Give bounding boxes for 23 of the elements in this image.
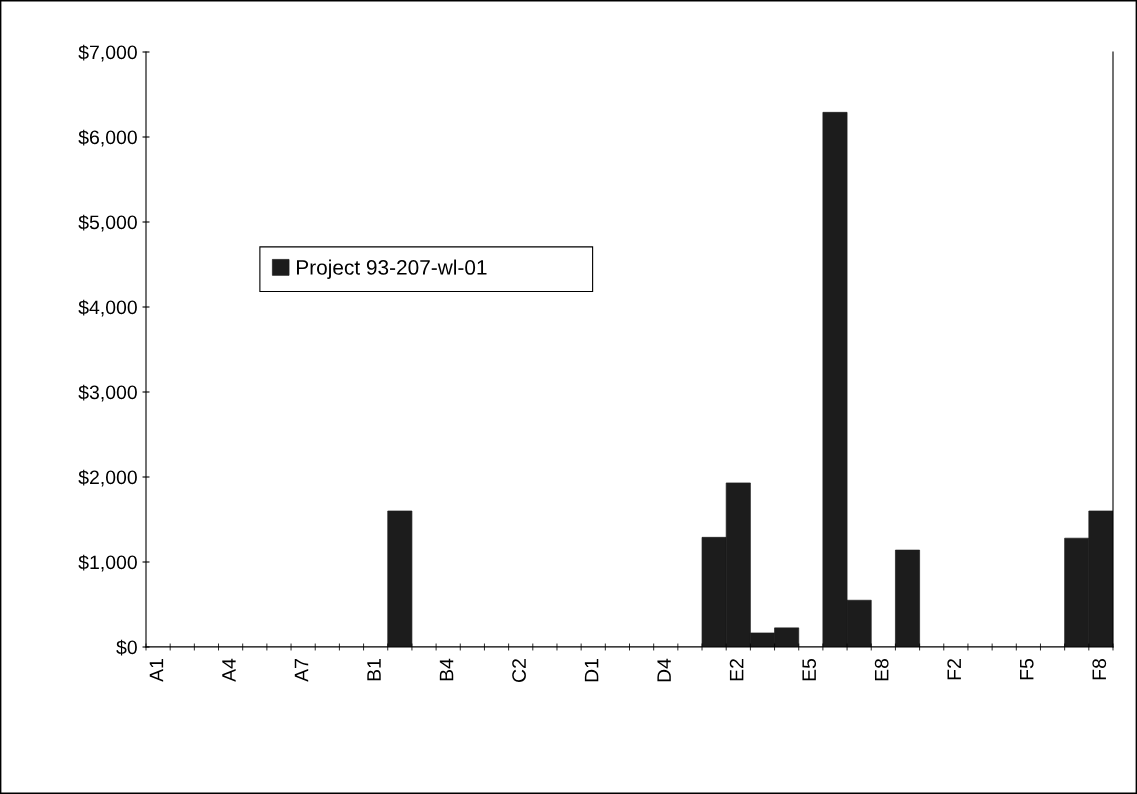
y-tick-label: $4,000 xyxy=(78,299,137,317)
x-tick-label: F5 xyxy=(1020,658,1034,680)
x-tick-label: B1 xyxy=(367,659,381,681)
y-tick-label: $1,000 xyxy=(78,554,137,572)
x-tick-label: E5 xyxy=(802,658,817,681)
x-tick-label: D4 xyxy=(657,658,671,682)
x-tick-label: A1 xyxy=(149,659,164,682)
y-tick-label: $0 xyxy=(116,639,137,656)
x-tick-label: B4 xyxy=(439,658,454,681)
x-tick-label: E2 xyxy=(729,659,744,681)
y-tick-label: $7,000 xyxy=(78,44,137,62)
y-tick-label: $3,000 xyxy=(78,384,137,402)
legend-label: Project 93-207-wl-01 xyxy=(297,259,487,279)
y-tick-label: $2,000 xyxy=(78,469,137,487)
x-tick-label: E8 xyxy=(874,658,889,681)
y-tick-label: $6,000 xyxy=(78,129,137,147)
x-tick-label: A7 xyxy=(294,659,309,682)
x-tick-label: F8 xyxy=(1092,658,1107,680)
x-tick-label: C2 xyxy=(512,659,526,682)
y-tick-label: $5,000 xyxy=(78,214,137,232)
x-tick-label: D1 xyxy=(584,659,599,682)
x-tick-label: A4 xyxy=(222,658,236,682)
x-tick-label: F2 xyxy=(947,659,961,680)
